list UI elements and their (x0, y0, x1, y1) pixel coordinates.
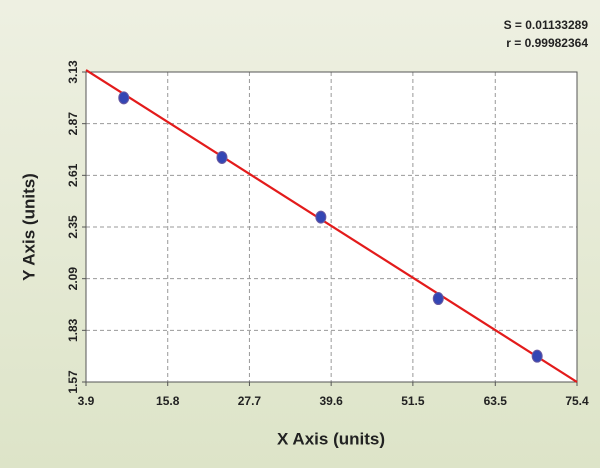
x-tick-label: 63.5 (484, 394, 508, 408)
x-axis-label: X Axis (units) (277, 429, 385, 448)
x-tick-label: 39.6 (319, 394, 343, 408)
y-tick-label: 2.87 (66, 112, 80, 136)
y-axis-label: Y Axis (units) (19, 173, 38, 281)
point (432, 292, 444, 306)
annotation: S = 0.01133289 (504, 18, 589, 32)
x-tick-label: 75.4 (565, 394, 589, 408)
x-tick-label: 27.7 (238, 394, 262, 408)
x-tick-label: 3.9 (78, 394, 95, 408)
point (531, 349, 543, 363)
y-tick-label: 1.57 (66, 370, 80, 394)
point (216, 150, 228, 164)
annotation: r = 0.99982364 (506, 36, 588, 50)
x-tick-label: 15.8 (156, 394, 180, 408)
x-tick-label: 51.5 (401, 394, 425, 408)
fit-line (85, 69, 578, 383)
point (118, 91, 130, 105)
plot-border (85, 71, 578, 383)
y-tick-label: 2.09 (66, 267, 80, 291)
y-tick-label: 3.13 (66, 60, 80, 84)
y-tick-label: 2.35 (66, 215, 80, 239)
point (315, 210, 327, 224)
y-tick-label: 1.83 (66, 318, 80, 342)
y-tick-label: 2.61 (66, 163, 80, 187)
